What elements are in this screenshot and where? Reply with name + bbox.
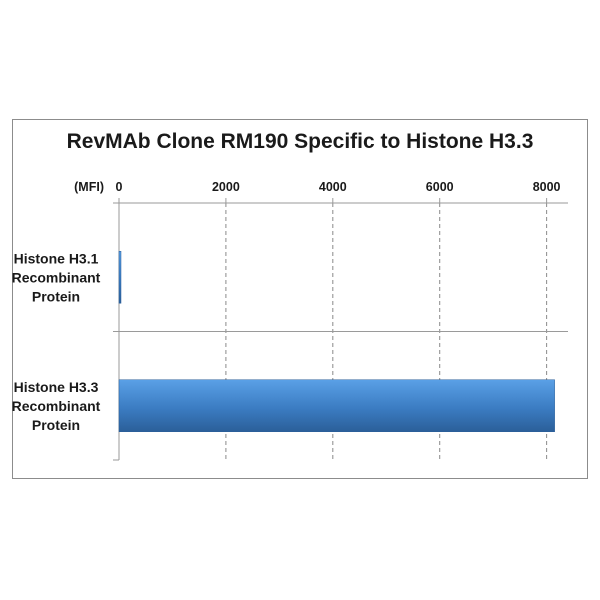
x-tick-label-0: 0 [116, 180, 123, 194]
x-tick-label-2000: 2000 [212, 180, 240, 194]
x-tick-label-8000: 8000 [533, 180, 561, 194]
bars [118, 251, 555, 432]
category-labels: Histone H3.1 Recombinant Protein Histone H3… [12, 250, 101, 433]
bar-2 [118, 379, 555, 432]
chart-title: RevMAb Clone RM190 Specific to Histone H… [66, 130, 534, 153]
x-tick-label-6000: 6000 [426, 180, 454, 194]
category-label-1: Histone H3.1 Recombinant Protein [12, 250, 101, 304]
bar-1 [118, 251, 122, 304]
axis-unit-label: (MFI) [74, 180, 104, 194]
x-tick-label-4000: 4000 [319, 180, 347, 194]
category-label-2: Histone H3.3 Recombinant Protein [12, 379, 101, 433]
axes: (MFI) [74, 180, 568, 461]
tick-labels: 0 2000 4000 6000 8000 [116, 180, 561, 194]
